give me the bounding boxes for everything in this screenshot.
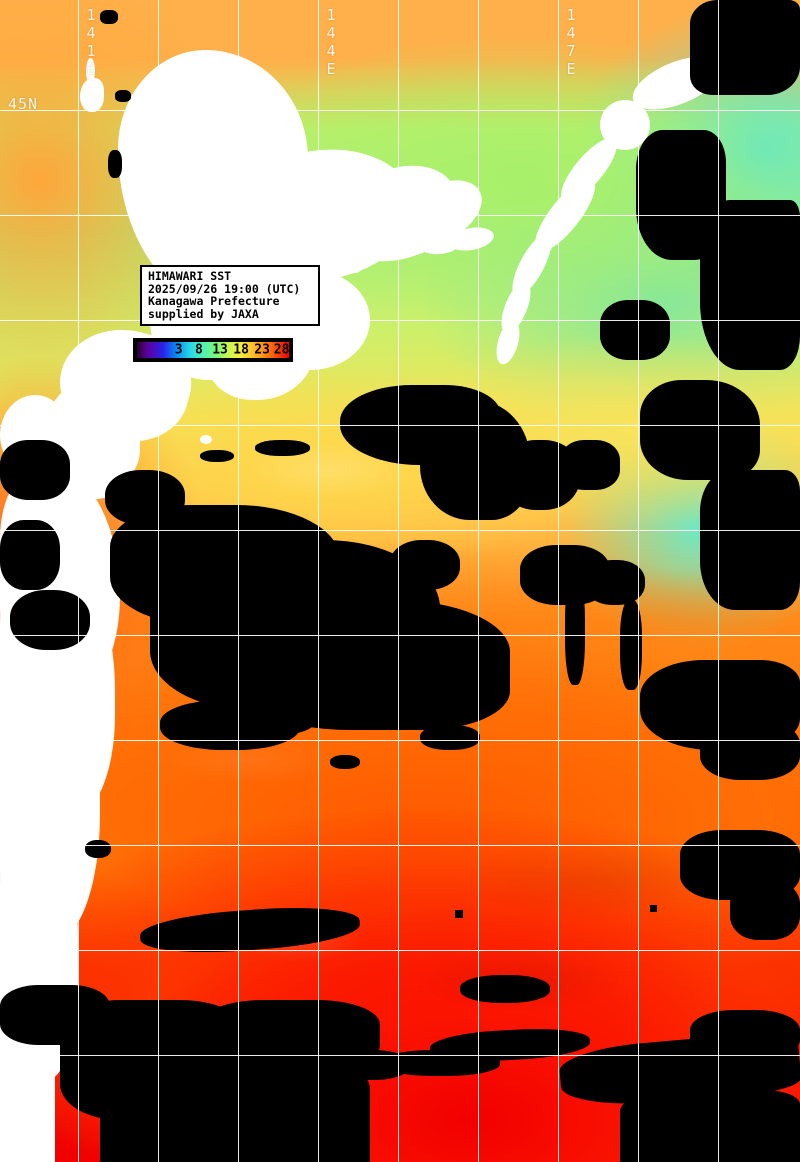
product-title: HIMAWARI SST: [148, 269, 232, 283]
longitude-label-141e: 141E: [82, 6, 100, 78]
sst-colorbar: 3 8 13 18 23 28: [133, 338, 293, 362]
cloud-patch: [200, 1040, 330, 1090]
product-region: Kanagawa Prefecture: [148, 294, 280, 308]
cloud-speck: [278, 920, 287, 926]
cloud-speck: [108, 150, 122, 178]
grid-line-horizontal: [0, 215, 800, 216]
grid-line-horizontal: [0, 950, 800, 951]
latitude-label-45n: 45N: [8, 95, 39, 113]
grid-line-vertical: [478, 0, 479, 1162]
cloud-patch: [460, 975, 550, 1003]
cloud-patch: [235, 705, 315, 735]
cloud-speck: [455, 910, 463, 918]
cloud-patch: [0, 520, 60, 590]
cloud-patch: [700, 720, 800, 780]
grid-line-vertical: [398, 0, 399, 1162]
cloud-patch: [255, 440, 310, 456]
land-islet: [200, 435, 212, 444]
grid-line-vertical: [558, 0, 559, 1162]
grid-line-horizontal: [0, 425, 800, 426]
cloud-patch: [640, 380, 760, 480]
cloud-patch: [620, 1090, 800, 1162]
cloud-patch: [690, 1010, 800, 1060]
land-islet: [330, 252, 342, 262]
grid-line-vertical: [638, 0, 639, 1162]
grid-line-vertical: [718, 0, 719, 1162]
land-islet: [538, 242, 552, 252]
cloud-patch: [0, 985, 110, 1045]
land-polygon: [86, 58, 95, 84]
land-polygon: [0, 900, 30, 970]
cloud-patch: [700, 200, 800, 370]
cloud-speck: [100, 10, 118, 24]
cloud-speck: [650, 905, 657, 912]
grid-line-vertical: [318, 0, 319, 1162]
cloud-patch: [700, 470, 800, 610]
grid-line-horizontal: [0, 320, 800, 321]
product-datetime: 2025/09/26 19:00 (UTC): [148, 281, 301, 296]
land-islet: [348, 262, 362, 273]
cloud-patch: [420, 725, 480, 750]
longitude-label-147e: 147E: [562, 6, 580, 78]
grid-line-vertical: [158, 0, 159, 1162]
cloud-patch: [10, 590, 90, 650]
colorbar-gradient: [137, 342, 289, 358]
cloud-patch: [600, 300, 670, 360]
cloud-patch: [620, 600, 642, 690]
grid-line-horizontal: [0, 740, 800, 741]
cloud-patch: [0, 440, 70, 500]
cloud-patch: [730, 880, 800, 940]
cloud-patch: [105, 470, 185, 525]
land-islet: [98, 375, 108, 383]
cloud-speck: [740, 1120, 750, 1128]
cloud-patch: [585, 560, 645, 605]
cloud-patch: [565, 575, 585, 685]
product-info-box: HIMAWARI SST 2025/09/26 19:00 (UTC) Kana…: [140, 265, 320, 326]
cloud-patch: [690, 0, 800, 95]
cloud-patch: [85, 840, 111, 858]
cloud-patch: [330, 755, 360, 769]
grid-line-horizontal: [0, 530, 800, 531]
grid-line-vertical: [238, 0, 239, 1162]
product-credit: supplied by JAXA: [148, 306, 259, 321]
grid-line-horizontal: [0, 635, 800, 636]
grid-line-horizontal: [0, 845, 800, 846]
grid-line-horizontal: [0, 110, 800, 111]
grid-line-horizontal: [0, 1055, 800, 1056]
cloud-patch: [380, 1050, 500, 1076]
cloud-speck: [115, 90, 131, 102]
land-polygon: [80, 78, 104, 112]
longitude-label-144e: 144E: [322, 6, 340, 78]
cloud-patch: [200, 450, 234, 462]
cloud-patch: [500, 440, 580, 510]
grid-line-vertical: [78, 0, 79, 1162]
